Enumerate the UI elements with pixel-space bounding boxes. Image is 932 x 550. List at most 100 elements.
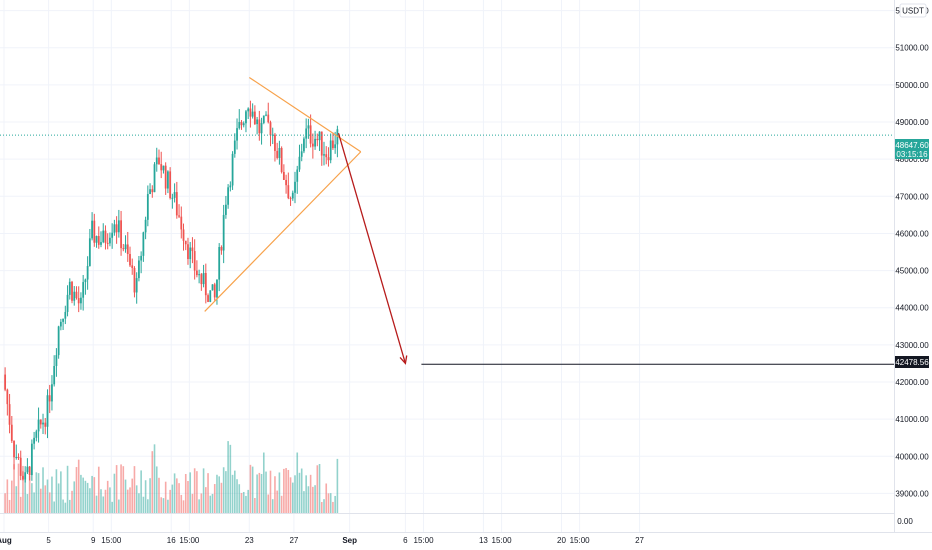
candle-body: [191, 247, 194, 252]
volume-bar: [189, 472, 192, 513]
candle-body: [111, 232, 114, 238]
volume-bar: [53, 501, 55, 513]
candle-body: [153, 164, 156, 193]
candle-body: [332, 140, 334, 149]
time-tick-label: 15:00: [492, 536, 513, 545]
candle-body: [276, 150, 279, 158]
price-axis[interactable]: 52000.0051000.0050000.0049000.0048000.00…: [895, 7, 929, 526]
candle-body: [33, 437, 36, 444]
volume-bar: [51, 476, 53, 513]
volume-bar: [135, 485, 138, 513]
currency-badge[interactable]: USDT: [899, 3, 927, 18]
candle-body: [309, 125, 312, 144]
volume-bar: [191, 493, 194, 513]
candle-body: [4, 374, 7, 390]
volume-bar: [75, 467, 78, 513]
volume-bar: [307, 486, 310, 513]
volume-bar: [164, 481, 167, 513]
volume-bar: [46, 479, 49, 513]
candle-body: [298, 156, 301, 170]
candle-body: [155, 157, 158, 165]
volume-bar: [44, 485, 47, 513]
volume-bar: [236, 479, 238, 513]
candle-body: [24, 472, 27, 480]
candle-body: [46, 395, 49, 427]
candle-body: [131, 265, 134, 268]
candle-body: [30, 443, 33, 476]
time-axis[interactable]: Aug5915:001615:002327Sep615:001315:00201…: [0, 536, 645, 545]
candle-body: [120, 220, 122, 249]
candle-body: [6, 389, 9, 405]
time-tick-label: 15:00: [179, 536, 200, 545]
candle-body: [169, 171, 172, 199]
candle-body: [274, 134, 276, 151]
volume-bar: [327, 493, 330, 513]
candle-body: [213, 284, 216, 298]
candle-body: [311, 143, 314, 147]
volume-bar: [198, 499, 200, 513]
volume-bar: [42, 467, 44, 513]
candle-body: [285, 179, 287, 186]
candle-body: [182, 229, 185, 241]
candle-body: [171, 197, 174, 199]
candle-body: [48, 395, 51, 402]
volume-bar: [287, 469, 290, 513]
volume-bar: [19, 496, 22, 513]
candle-body: [142, 232, 145, 256]
volume-bar: [13, 464, 15, 513]
volume-bar: [329, 493, 332, 513]
candle-body: [184, 240, 187, 245]
projection-arrow-shaft: [337, 132, 407, 364]
price-tick-label: 46000.00: [895, 229, 929, 238]
volume-bar: [31, 483, 33, 513]
volume-bar: [48, 492, 51, 513]
currency-badge-box: [899, 3, 927, 18]
candle-body: [73, 291, 76, 301]
candle-body: [39, 419, 42, 425]
volume-bar: [158, 477, 160, 513]
candle-body: [193, 251, 196, 271]
candle-body: [329, 140, 332, 161]
candle-body: [138, 260, 140, 279]
volume-bar: [258, 472, 261, 513]
candle-body: [158, 157, 160, 165]
candle-body: [15, 456, 18, 458]
volume-bar: [325, 483, 328, 513]
time-tick-label: Aug: [0, 536, 12, 545]
candle-body: [262, 115, 265, 123]
volume-bar: [222, 467, 225, 513]
volume-bar: [160, 497, 163, 513]
volume-bar: [6, 479, 9, 513]
candle-body: [51, 384, 53, 402]
candle-body: [260, 122, 263, 134]
candle-body: [195, 270, 198, 276]
candle-body: [59, 321, 62, 327]
volume-bar: [332, 501, 334, 513]
price-tick-label: 42000.00: [895, 378, 929, 387]
volume-bar: [211, 493, 214, 513]
candle-body: [242, 123, 245, 126]
candle-body: [238, 121, 241, 129]
volume-bar: [68, 499, 71, 513]
volume-bar: [97, 466, 100, 513]
price-tick-label: 44000.00: [895, 304, 929, 313]
volume-bar: [209, 495, 212, 513]
volume-bar: [142, 496, 145, 513]
volume-bar: [124, 479, 127, 513]
volume-bar: [91, 475, 93, 513]
volume-bar: [84, 480, 87, 513]
candle-body: [175, 192, 178, 216]
candle-body: [104, 230, 107, 243]
volume-bar: [55, 469, 58, 513]
triangle-lower-line: [204, 151, 362, 312]
candle-body: [318, 131, 321, 141]
volume-bar: [176, 478, 178, 513]
volume-bar: [82, 477, 84, 513]
volume-bar: [207, 473, 209, 513]
volume-bar: [115, 465, 118, 513]
volume-bar: [129, 487, 131, 513]
candle-body: [280, 147, 283, 172]
volume-bar: [126, 489, 129, 513]
candle-body: [97, 236, 100, 245]
